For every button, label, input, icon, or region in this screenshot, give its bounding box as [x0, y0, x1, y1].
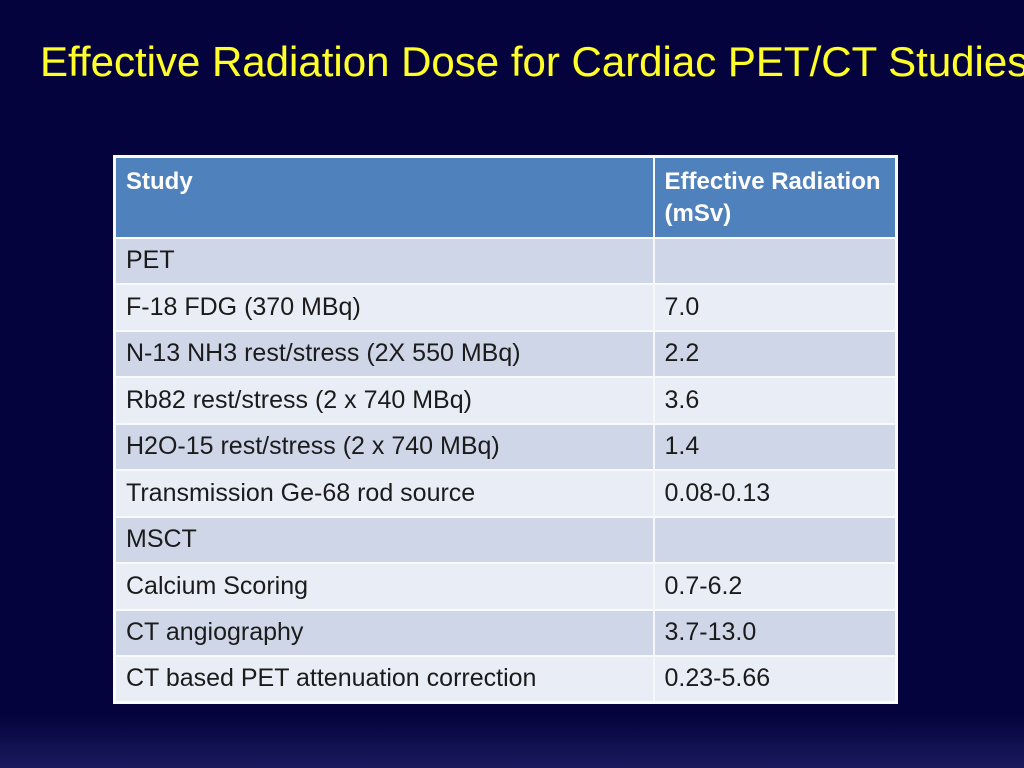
study-cell: Rb82 rest/stress (2 x 740 MBq) [116, 376, 654, 424]
slide-title: Effective Radiation Dose for Cardiac PET… [40, 38, 1024, 85]
table-row: CT angiography 3.7-13.0 [116, 608, 895, 657]
study-cell: N-13 NH3 rest/stress (2X 550 MBq) [116, 329, 654, 378]
study-cell: CT based PET attenuation correction [116, 655, 654, 701]
dose-table: Study Effective Radiation (mSv) PET F-18… [116, 158, 895, 701]
table-row: CT based PET attenuation correction 0.23… [116, 655, 895, 701]
table-header-row: Study Effective Radiation (mSv) [116, 158, 895, 239]
dose-cell: 0.7-6.2 [652, 562, 895, 610]
dose-cell: 3.6 [652, 376, 895, 424]
table-row: Rb82 rest/stress (2 x 740 MBq) 3.6 [116, 376, 895, 424]
dose-cell: 0.08-0.13 [652, 469, 895, 517]
study-cell: MSCT [116, 515, 654, 564]
table-header-dose: Effective Radiation (mSv) [652, 158, 895, 239]
table-header-study: Study [116, 158, 654, 239]
table-row: Transmission Ge-68 rod source 0.08-0.13 [116, 469, 895, 517]
study-cell: Calcium Scoring [116, 562, 654, 610]
dose-table-container: Study Effective Radiation (mSv) PET F-18… [113, 155, 898, 704]
study-cell: PET [116, 236, 654, 285]
table-row: Calcium Scoring 0.7-6.2 [116, 562, 895, 610]
table-row: H2O-15 rest/stress (2 x 740 MBq) 1.4 [116, 422, 895, 471]
dose-cell: 2.2 [652, 329, 895, 378]
study-cell: CT angiography [116, 608, 654, 657]
table-row: MSCT [116, 515, 895, 564]
dose-cell [652, 515, 895, 564]
table-row: PET [116, 236, 895, 285]
dose-cell [652, 236, 895, 285]
study-cell: Transmission Ge-68 rod source [116, 469, 654, 517]
study-cell: F-18 FDG (370 MBq) [116, 283, 654, 331]
dose-cell: 0.23-5.66 [652, 655, 895, 701]
table-row: F-18 FDG (370 MBq) 7.0 [116, 283, 895, 331]
dose-cell: 7.0 [652, 283, 895, 331]
table-row: N-13 NH3 rest/stress (2X 550 MBq) 2.2 [116, 329, 895, 378]
dose-cell: 1.4 [652, 422, 895, 471]
study-cell: H2O-15 rest/stress (2 x 740 MBq) [116, 422, 654, 471]
dose-cell: 3.7-13.0 [652, 608, 895, 657]
